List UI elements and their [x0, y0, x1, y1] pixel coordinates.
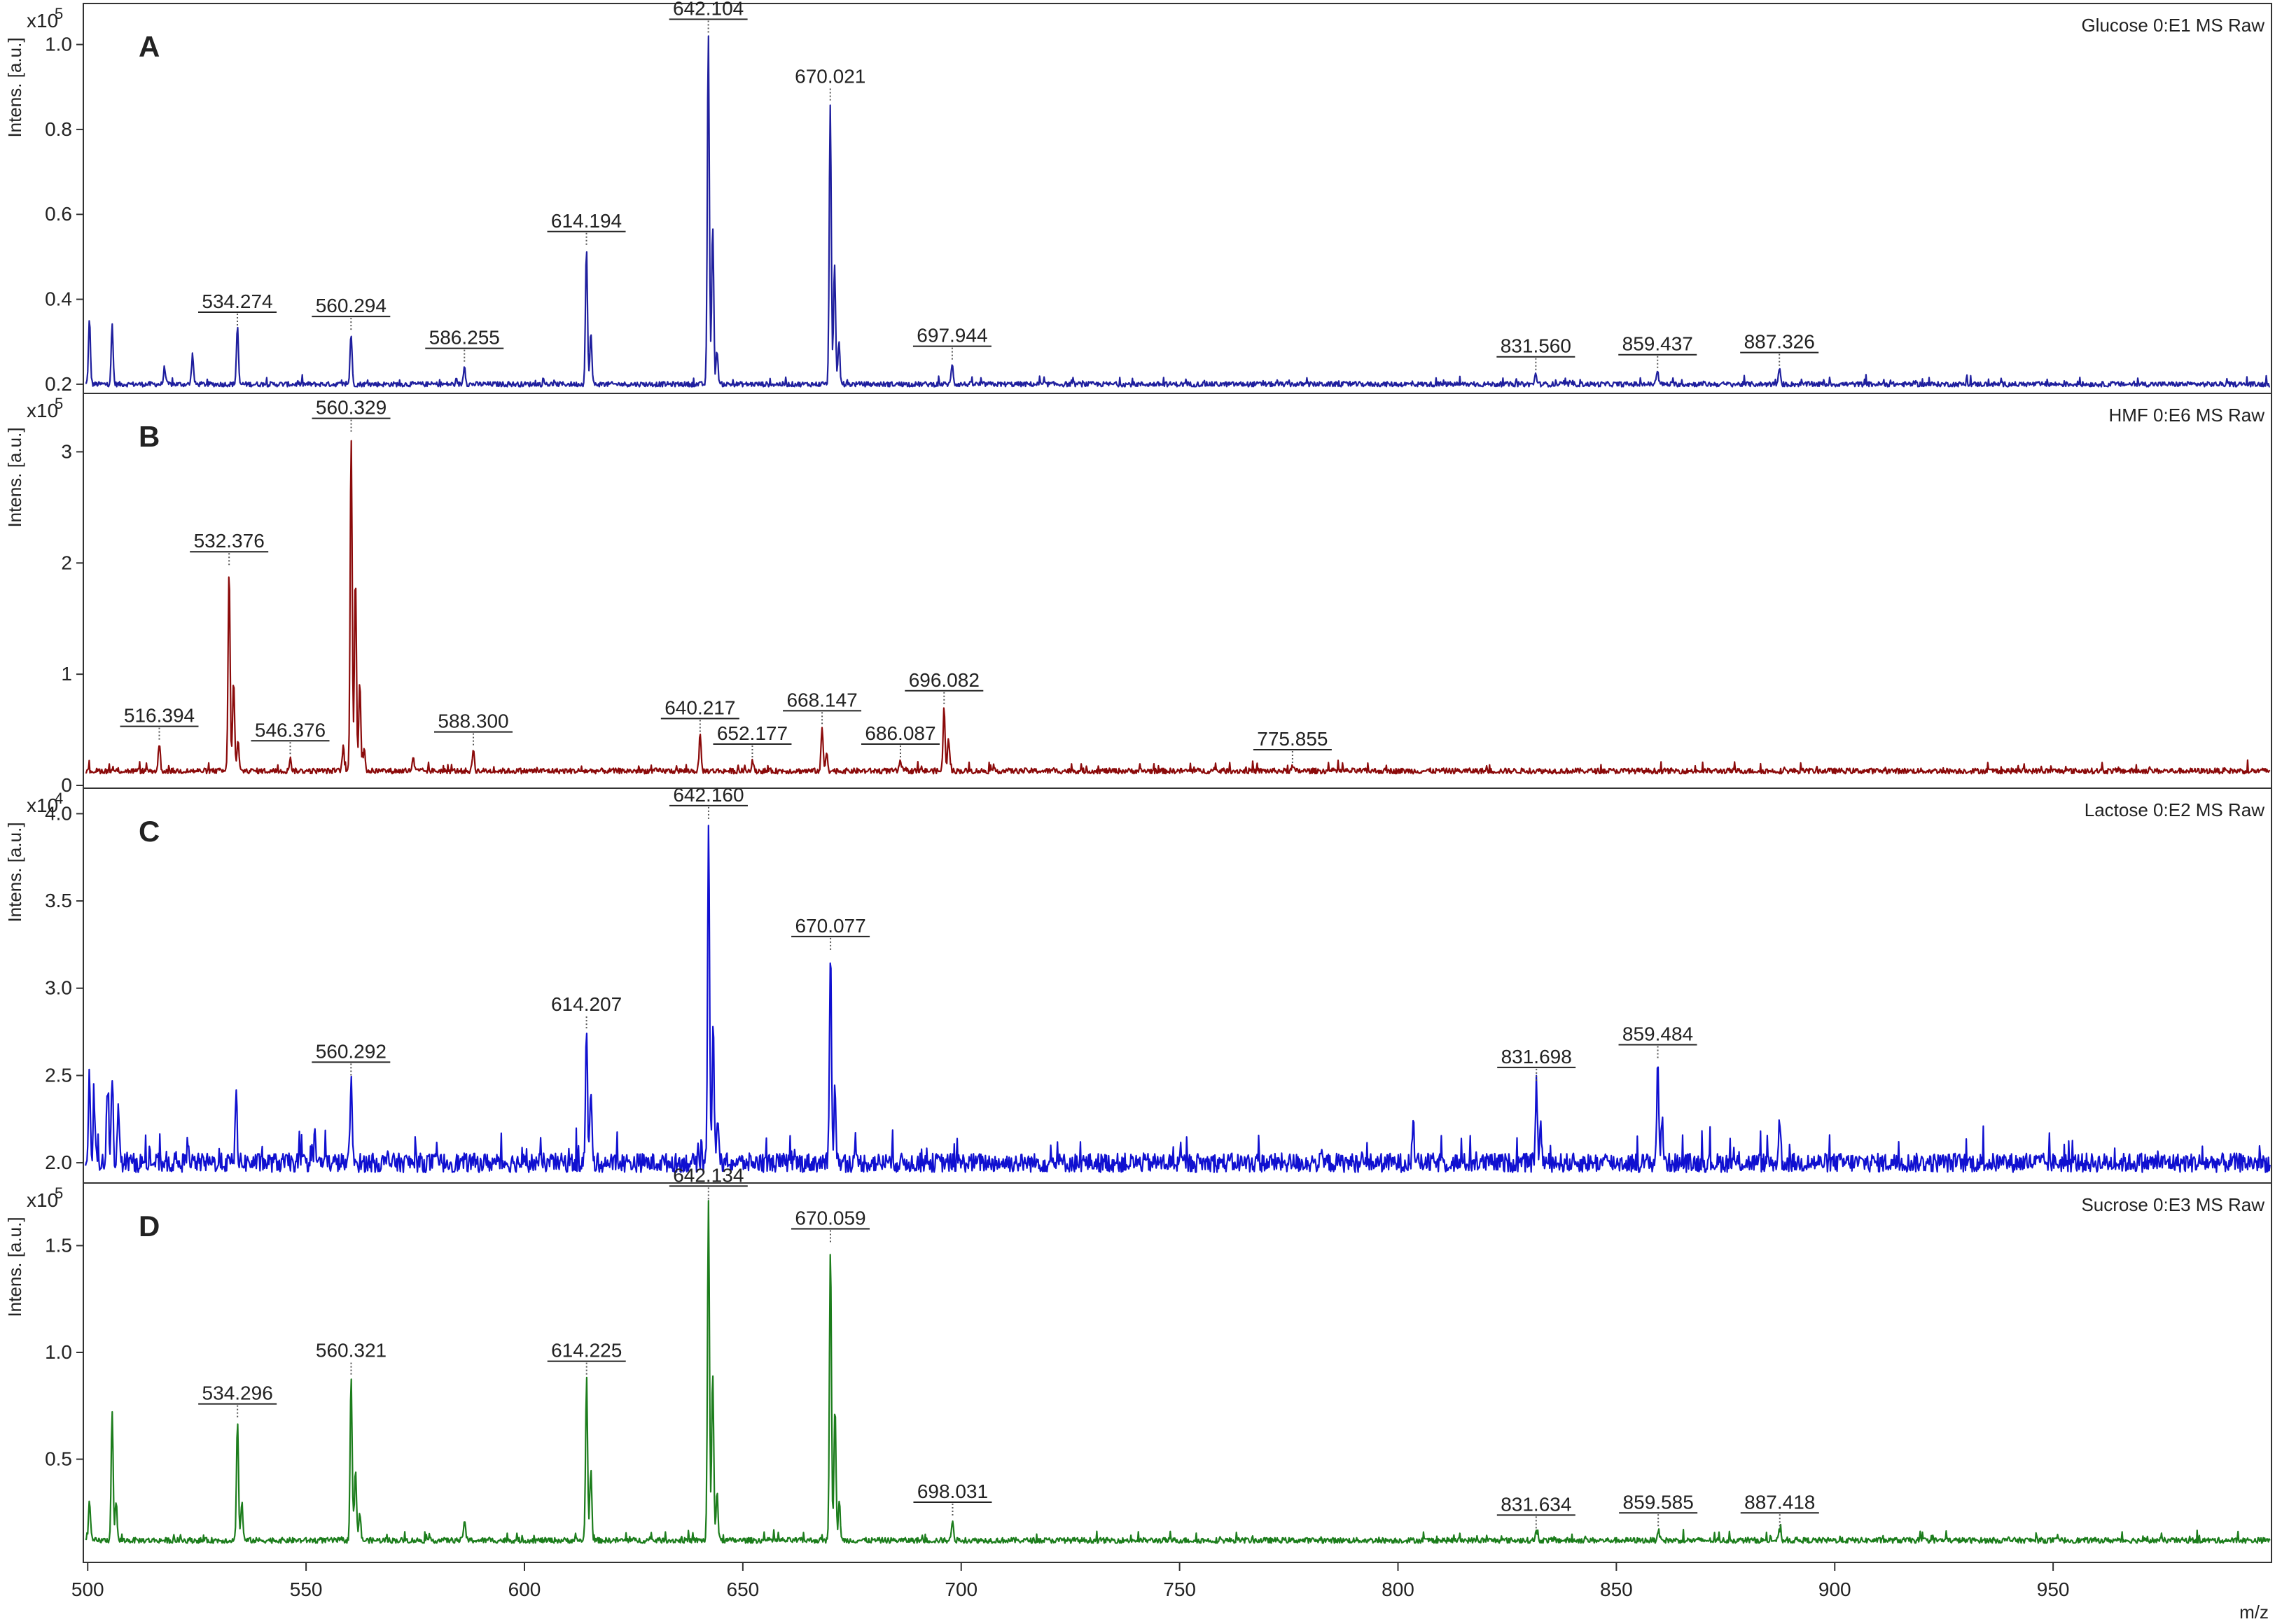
peak-label: 698.031 — [917, 1480, 988, 1502]
x-tick-label: 750 — [1163, 1578, 1196, 1600]
peak-label: 668.147 — [786, 689, 857, 710]
peak-label: 560.294 — [316, 295, 387, 316]
y-tick-label: 0.2 — [45, 373, 72, 395]
y-multiplier: x10 — [27, 10, 58, 31]
x-tick-label: 700 — [945, 1578, 978, 1600]
peak-label: 859.484 — [1622, 1023, 1693, 1044]
y-multiplier-exponent: 5 — [55, 5, 63, 22]
y-tick-label: 0 — [61, 774, 72, 796]
y-tick-label: 1.0 — [45, 1341, 72, 1363]
y-tick-label: 2.5 — [45, 1064, 72, 1086]
x-tick-label: 950 — [2037, 1578, 2070, 1600]
panel-letter: D — [139, 1210, 160, 1242]
peak-label: 670.077 — [795, 915, 865, 937]
spectrum-trace-d — [85, 1200, 2271, 1544]
peak-label: 887.418 — [1744, 1491, 1815, 1513]
peak-label: 697.944 — [917, 325, 987, 346]
x-tick-label: 900 — [1818, 1578, 1851, 1600]
y-tick-label: 0.6 — [45, 203, 72, 225]
y-tick-label: 0.5 — [45, 1448, 72, 1470]
peak-label: 831.560 — [1501, 335, 1571, 357]
peak-label: 642.134 — [673, 1164, 744, 1186]
y-axis-label: Intens. [a.u.] — [4, 1217, 25, 1317]
peak-label: 560.292 — [316, 1040, 387, 1062]
spectrum-label: HMF 0:E6 MS Raw — [2109, 405, 2265, 426]
y-tick-label: 2 — [61, 552, 72, 573]
peak-label: 546.376 — [255, 719, 326, 741]
spectrum-trace-c — [85, 825, 2271, 1173]
y-tick-label: 1.5 — [45, 1234, 72, 1256]
y-multiplier-exponent: 5 — [55, 395, 63, 412]
x-tick-label: 650 — [727, 1578, 760, 1600]
peak-label: 640.217 — [665, 697, 735, 719]
peak-label: 532.376 — [194, 530, 265, 552]
y-tick-label: 4.0 — [45, 802, 72, 824]
peak-label: 831.634 — [1501, 1493, 1571, 1515]
panel-letter: A — [139, 30, 160, 63]
x-tick-label: 800 — [1382, 1578, 1414, 1600]
panel-letter: C — [139, 815, 160, 848]
peak-label: 588.300 — [438, 710, 508, 732]
peak-label: 670.021 — [795, 66, 865, 88]
spectrum-trace-a — [85, 35, 2270, 388]
peak-label: 859.585 — [1623, 1491, 1694, 1513]
y-tick-label: 3 — [61, 440, 72, 462]
panel-letter: B — [139, 420, 160, 453]
peak-label: 887.326 — [1744, 331, 1815, 353]
peak-label: 560.321 — [316, 1340, 387, 1362]
x-axis-label: m/z — [2239, 1602, 2269, 1623]
y-tick-label: 1.0 — [45, 34, 72, 55]
spectrum-label: Lactose 0:E2 MS Raw — [2085, 799, 2264, 820]
peak-label: 686.087 — [865, 722, 935, 744]
peak-label: 775.855 — [1257, 728, 1328, 750]
y-tick-label: 2.0 — [45, 1152, 72, 1173]
spectrum-trace-b — [85, 440, 2271, 775]
y-axis-label: Intens. [a.u.] — [4, 37, 25, 137]
y-axis-label: Intens. [a.u.] — [4, 427, 25, 527]
y-multiplier: x10 — [27, 400, 58, 421]
y-multiplier-exponent: 5 — [55, 1184, 63, 1202]
y-multiplier: x10 — [27, 794, 58, 816]
peak-label: 534.274 — [202, 290, 272, 312]
spectrum-label: Sucrose 0:E3 MS Raw — [2081, 1194, 2264, 1215]
y-multiplier: x10 — [27, 1189, 58, 1211]
panel-frame-d — [83, 1182, 2272, 1563]
peak-label: 534.296 — [202, 1382, 273, 1404]
y-tick-label: 0.4 — [45, 288, 72, 310]
peak-label: 670.059 — [795, 1207, 865, 1228]
peak-label: 696.082 — [909, 669, 980, 691]
y-multiplier-exponent: 4 — [55, 790, 63, 807]
peak-label: 642.104 — [673, 0, 744, 19]
panel-frame-c — [83, 788, 2272, 1184]
peak-label: 586.255 — [429, 327, 500, 349]
peak-label: 614.194 — [551, 210, 622, 232]
peak-label: 642.160 — [673, 784, 744, 806]
peak-label: 614.225 — [551, 1340, 622, 1362]
x-tick-label: 850 — [1600, 1578, 1633, 1600]
y-tick-label: 0.8 — [45, 118, 72, 140]
peak-label: 652.177 — [717, 722, 788, 744]
panel-frame-b — [83, 393, 2272, 789]
y-axis-label: Intens. [a.u.] — [4, 822, 25, 922]
x-tick-label: 550 — [290, 1578, 323, 1600]
peak-label: 859.437 — [1622, 333, 1693, 355]
x-tick-label: 600 — [508, 1578, 541, 1600]
peak-label: 560.329 — [316, 397, 387, 419]
peak-label: 831.698 — [1501, 1046, 1572, 1068]
panel-frame-a — [83, 3, 2272, 394]
spectrum-label: Glucose 0:E1 MS Raw — [2081, 15, 2264, 36]
x-tick-label: 500 — [71, 1578, 104, 1600]
y-tick-label: 1 — [61, 663, 72, 685]
peak-label: 614.207 — [551, 993, 622, 1015]
peak-label: 516.394 — [124, 705, 195, 727]
y-tick-label: 3.0 — [45, 977, 72, 999]
y-tick-label: 3.5 — [45, 890, 72, 911]
